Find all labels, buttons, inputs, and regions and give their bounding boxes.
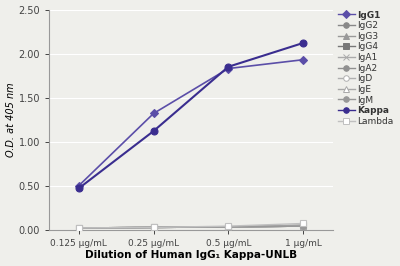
Y-axis label: O.D. at 405 nm: O.D. at 405 nm xyxy=(6,82,16,157)
Legend: IgG1, IgG2, IgG3, IgG4, IgA1, IgA2, IgD, IgE, IgM, Kappa, Lambda: IgG1, IgG2, IgG3, IgG4, IgA1, IgA2, IgD,… xyxy=(338,10,394,127)
X-axis label: Dilution of Human IgG₁ Kappa-UNLB: Dilution of Human IgG₁ Kappa-UNLB xyxy=(85,251,297,260)
